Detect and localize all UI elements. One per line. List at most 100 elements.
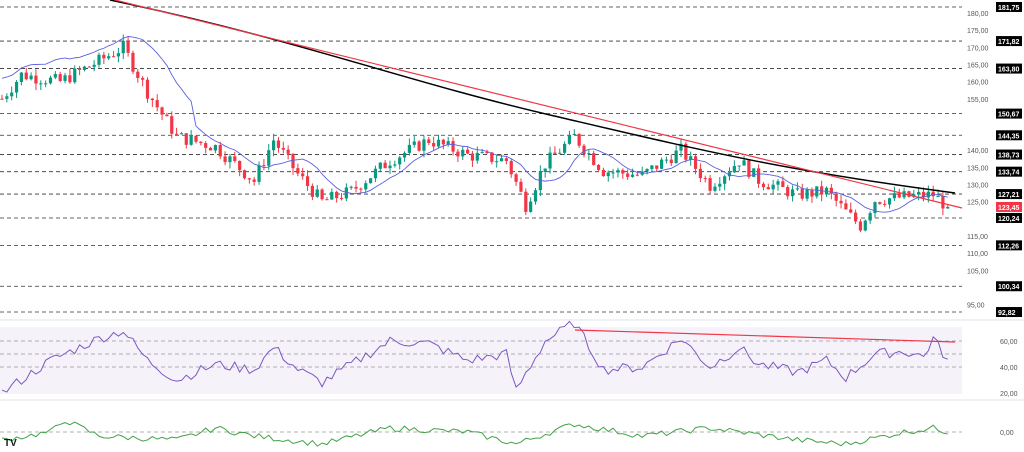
candle [281, 147, 285, 150]
candle [310, 185, 314, 197]
candle [606, 172, 610, 177]
candle [359, 188, 363, 190]
candle [111, 56, 116, 58]
price-tick-label: 135,00 [967, 165, 989, 172]
candle [926, 191, 930, 198]
candle [761, 183, 766, 188]
candle [456, 151, 460, 157]
level-tag [996, 307, 1022, 318]
candle [82, 66, 87, 70]
candle [800, 188, 804, 199]
candle [301, 173, 305, 177]
candle [693, 156, 698, 169]
candle [805, 189, 809, 199]
candle [572, 133, 576, 135]
rsi-line [1, 320, 948, 393]
candle [727, 172, 732, 177]
price-tick-label: 95,00 [967, 303, 985, 310]
candle [175, 133, 179, 135]
candle [475, 152, 479, 161]
level-tag [996, 149, 1022, 160]
trend-line [114, 0, 963, 209]
candle [543, 168, 547, 172]
price-tick-label: 115,00 [967, 234, 988, 241]
candle [369, 178, 373, 184]
candle [883, 203, 887, 205]
price-tick-label: 170,00 [967, 45, 989, 52]
level-tag [996, 189, 1022, 200]
level-tag-label: 163,80 [998, 67, 1020, 74]
candle [354, 186, 358, 189]
candle [427, 139, 431, 143]
rsi-tick-label: 20,00 [1000, 391, 1018, 398]
price-tick-label: 155,00 [967, 97, 989, 104]
candle [596, 164, 601, 170]
candle [398, 157, 402, 165]
last-price-tag [996, 201, 1022, 212]
candle [44, 83, 48, 85]
candle [790, 189, 795, 197]
candle [912, 194, 916, 197]
candle [698, 168, 702, 179]
candle [0, 98, 4, 100]
level-tag [996, 130, 1022, 141]
candle [73, 68, 77, 83]
candle [461, 149, 465, 157]
candle [849, 209, 853, 213]
candle [795, 188, 799, 190]
candle [839, 200, 843, 204]
candle [58, 74, 62, 81]
candle [907, 191, 911, 197]
price-tick-label: 110,00 [967, 251, 988, 258]
candle [660, 159, 664, 169]
candle [645, 168, 649, 172]
candle [504, 158, 508, 162]
price-tick-label: 175,00 [967, 28, 989, 35]
candle [417, 141, 421, 151]
candle [315, 189, 319, 197]
candle [204, 143, 208, 148]
candle [296, 168, 300, 174]
level-tag-label: 92,82 [998, 310, 1016, 317]
candle [344, 187, 348, 199]
level-tag-label: 120,24 [998, 216, 1020, 223]
candle [786, 186, 790, 197]
price-tick-label: 140,00 [967, 148, 989, 155]
candle [553, 152, 557, 154]
level-tag-label: 100,34 [998, 284, 1020, 291]
rsi-tick-label: 40,00 [1000, 365, 1018, 372]
price-tick-label: 105,00 [967, 268, 989, 275]
candle [150, 98, 154, 101]
level-tag [996, 63, 1022, 74]
candle [844, 203, 848, 210]
candle [267, 150, 271, 166]
candle [946, 206, 950, 209]
level-tag [996, 212, 1022, 223]
candle [737, 165, 741, 167]
rsi-band [0, 327, 962, 394]
candle [514, 174, 518, 182]
candle [611, 172, 615, 174]
candle [208, 147, 213, 151]
candle [451, 141, 455, 152]
level-tag-label: 112,26 [998, 243, 1019, 250]
candle [291, 153, 295, 169]
candle [116, 53, 120, 57]
candle [441, 139, 445, 145]
candle [887, 198, 892, 205]
candle [499, 158, 504, 162]
candle [757, 168, 761, 184]
candle [674, 150, 678, 164]
candle [655, 165, 659, 169]
candle [5, 96, 9, 99]
candle [650, 165, 654, 169]
candle [766, 187, 770, 190]
candle [339, 198, 344, 200]
candle [29, 75, 33, 80]
candle [689, 156, 693, 160]
candle [364, 183, 368, 190]
candle [388, 165, 392, 169]
candle [815, 186, 819, 197]
